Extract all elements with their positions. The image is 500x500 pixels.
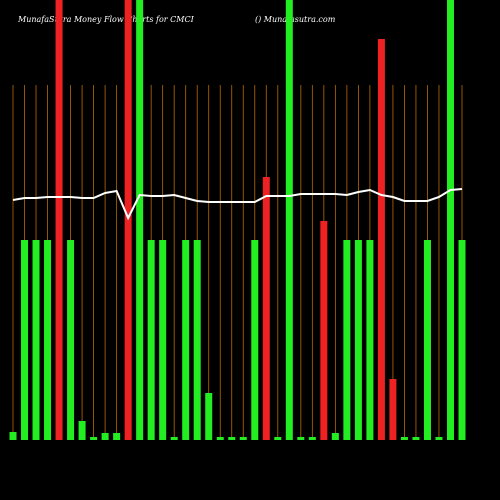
bar <box>412 437 420 440</box>
bar <box>262 177 270 440</box>
chart-title: MunafaSutra Money Flow Charts for CMCI <box>17 15 195 24</box>
bar <box>193 240 201 440</box>
bar <box>228 437 236 440</box>
bar <box>182 240 190 440</box>
bar <box>216 437 224 440</box>
bar <box>320 221 328 440</box>
bar <box>435 437 443 440</box>
bar <box>458 240 466 440</box>
bar <box>9 432 17 440</box>
bar <box>423 240 431 440</box>
bar <box>90 437 98 440</box>
price-line <box>12 188 463 221</box>
bar <box>147 240 155 440</box>
bar <box>400 437 408 440</box>
bar <box>113 433 121 440</box>
bar <box>67 240 75 440</box>
bar <box>32 240 40 440</box>
bar <box>331 433 339 440</box>
bar <box>44 240 52 440</box>
bar <box>55 0 63 440</box>
bar <box>136 0 144 440</box>
bar <box>285 0 293 440</box>
bar <box>205 393 213 440</box>
bar <box>343 240 351 440</box>
bar <box>389 379 397 440</box>
bar <box>366 240 374 440</box>
bar <box>239 437 247 440</box>
bar <box>354 240 362 440</box>
bar <box>78 421 86 440</box>
bar <box>101 433 109 440</box>
bar <box>308 437 316 440</box>
bar <box>297 437 305 440</box>
bar <box>159 240 167 440</box>
bar <box>446 0 454 440</box>
bar <box>21 240 29 440</box>
chart-subtitle: () Munafasutra.com <box>255 15 336 24</box>
bar <box>251 240 259 440</box>
bar <box>274 437 282 440</box>
bar <box>377 39 385 440</box>
bar <box>170 437 178 440</box>
